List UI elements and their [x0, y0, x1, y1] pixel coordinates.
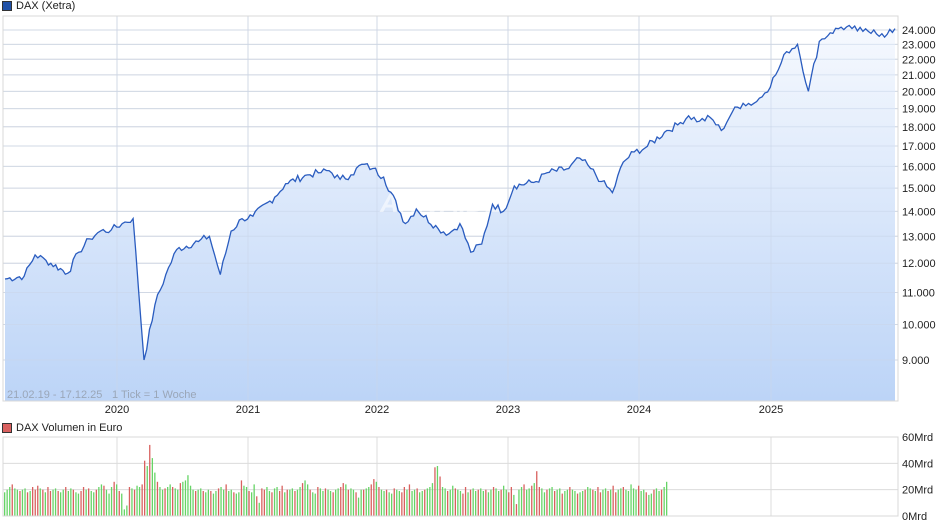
y-tick-label: 14.000: [902, 206, 936, 218]
volume-y-axis: 60Mrd 40Mrd 20Mrd 0Mrd: [902, 432, 933, 523]
price-y-axis: 24.000 23.000 22.000 21.000 20.000 19.000 18.0…: [902, 25, 936, 367]
y-tick-label: 12.000: [902, 258, 936, 270]
y-tick-label: 20.000: [902, 86, 936, 98]
y-tick-label: 19.000: [902, 104, 936, 116]
x-axis: 2020 2021 2022 2023 2024 2025: [105, 404, 783, 416]
x-tick-label: 2021: [236, 404, 260, 416]
y-tick-label: 24.000: [902, 25, 936, 37]
volume-legend-label: DAX Volumen in Euro: [16, 422, 123, 434]
tick-interval-label: 1 Tick = 1 Woche: [112, 389, 196, 401]
y-tick-label: 23.000: [902, 39, 936, 51]
volume-y-tick-label: 0Mrd: [902, 511, 927, 523]
y-tick-label: 11.000: [902, 287, 935, 299]
x-tick-label: 2020: [105, 404, 129, 416]
volume-y-tick-label: 60Mrd: [902, 432, 933, 444]
y-tick-label: 15.000: [902, 183, 936, 195]
watermark: ARIVA.DE: [379, 188, 503, 218]
price-plot-border: [2, 15, 899, 402]
volume-legend: DAX Volumen in Euro: [2, 422, 122, 434]
volume-bars: [4, 444, 668, 517]
y-tick-label: 9.000: [902, 355, 930, 367]
y-tick-label: 17.000: [902, 141, 936, 153]
price-gridlines-overlay: [3, 16, 898, 401]
y-tick-label: 22.000: [902, 54, 936, 66]
x-tick-label: 2024: [627, 404, 651, 416]
volume-y-tick-label: 20Mrd: [902, 485, 933, 497]
y-tick-label: 18.000: [902, 122, 936, 134]
date-range-label: 21.02.19 - 17.12.25: [7, 389, 102, 401]
y-tick-label: 21.000: [902, 70, 936, 82]
price-legend: DAX (Xetra): [2, 0, 75, 12]
y-tick-label: 13.000: [902, 231, 936, 243]
y-tick-label: 16.000: [902, 161, 936, 173]
x-tick-label: 2023: [496, 404, 520, 416]
x-tick-label: 2025: [759, 404, 783, 416]
volume-legend-swatch: [2, 423, 12, 433]
volume-y-tick-label: 40Mrd: [902, 458, 933, 470]
price-legend-swatch: [2, 1, 12, 11]
volume-plot-border: [2, 436, 899, 517]
x-tick-label: 2022: [365, 404, 389, 416]
price-line: [4, 24, 896, 361]
price-legend-label: DAX (Xetra): [16, 0, 76, 12]
price-area-fill: [5, 25, 895, 402]
y-tick-label: 10.000: [902, 320, 936, 332]
